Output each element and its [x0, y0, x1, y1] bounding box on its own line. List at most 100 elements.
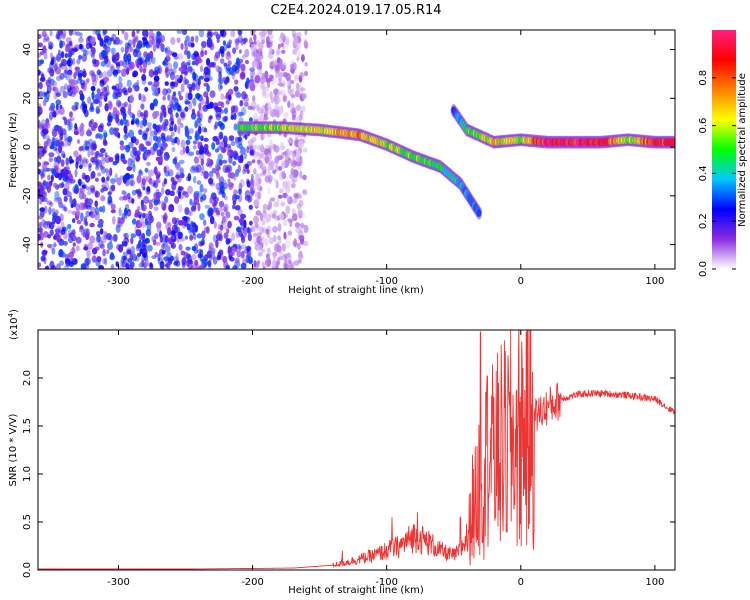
noise-speck	[141, 74, 147, 81]
noise-speck	[209, 215, 215, 225]
noise-speck	[279, 141, 285, 149]
noise-speck	[48, 83, 53, 92]
noise-speck	[46, 93, 50, 99]
noise-speck	[80, 122, 84, 132]
noise-speck	[247, 256, 253, 264]
noise-speck	[123, 241, 128, 247]
noise-speck	[59, 85, 66, 93]
noise-speck	[198, 265, 203, 269]
noise-speck	[99, 40, 104, 47]
noise-speck	[259, 213, 264, 221]
noise-speck	[187, 65, 193, 72]
noise-speck	[173, 123, 177, 133]
noise-speck	[238, 111, 245, 117]
noise-speck	[206, 84, 210, 93]
noise-speck	[100, 195, 106, 202]
noise-speck	[252, 136, 257, 143]
noise-speck	[140, 103, 145, 111]
noise-speck	[290, 182, 296, 189]
noise-speck	[86, 249, 91, 259]
noise-speck	[238, 182, 243, 192]
noise-speck	[93, 74, 98, 82]
noise-speck	[106, 121, 112, 127]
noise-speck	[220, 58, 225, 64]
noise-speck	[230, 115, 235, 120]
noise-speck	[287, 139, 294, 144]
noise-speck	[296, 56, 300, 62]
noise-speck	[90, 118, 95, 124]
noise-speck	[268, 200, 273, 210]
noise-speck	[161, 250, 166, 255]
noise-speck	[153, 199, 158, 206]
noise-speck	[180, 250, 186, 256]
noise-speck	[245, 245, 252, 251]
noise-speck	[214, 105, 219, 113]
noise-speck	[159, 115, 163, 123]
noise-speck	[70, 203, 74, 208]
noise-speck	[190, 220, 194, 227]
noise-speck	[44, 197, 48, 203]
noise-speck	[90, 102, 94, 111]
noise-speck	[214, 121, 218, 129]
noise-speck	[123, 232, 127, 239]
noise-speck	[49, 30, 53, 37]
noise-speck	[182, 190, 186, 196]
noise-speck	[249, 220, 253, 226]
noise-speck	[171, 137, 176, 146]
noise-speck	[219, 185, 225, 194]
noise-speck	[47, 67, 53, 74]
noise-speck	[259, 61, 263, 71]
noise-speck	[267, 30, 273, 35]
noise-speck	[86, 96, 92, 104]
noise-speck	[166, 62, 173, 72]
noise-speck	[107, 115, 113, 123]
noise-speck	[103, 95, 107, 101]
noise-speck	[235, 257, 240, 264]
noise-speck	[100, 236, 107, 244]
noise-speck	[40, 197, 45, 203]
spectrogram-x-ticks: -300 -200 -100 0 100	[107, 30, 664, 287]
noise-speck	[260, 145, 264, 152]
noise-speck	[72, 57, 76, 66]
noise-speck	[38, 106, 43, 116]
noise-speck	[51, 247, 56, 255]
noise-speck	[220, 147, 227, 154]
noise-speck	[253, 168, 257, 175]
snr-background	[38, 330, 675, 570]
noise-speck	[185, 139, 191, 145]
noise-speck	[202, 188, 208, 194]
noise-speck	[64, 173, 69, 181]
noise-speck	[206, 157, 211, 164]
noise-speck	[204, 50, 208, 56]
noise-speck	[303, 40, 309, 49]
y-tick-label: -20	[22, 188, 33, 204]
noise-speck	[84, 174, 91, 183]
noise-speck	[167, 226, 172, 236]
noise-speck	[286, 150, 292, 157]
noise-speck	[249, 80, 255, 88]
noise-speck	[142, 68, 147, 74]
noise-speck	[54, 190, 60, 200]
noise-speck	[107, 191, 112, 196]
noise-speck	[145, 43, 150, 49]
noise-speck	[127, 157, 133, 167]
noise-speck	[248, 139, 254, 147]
noise-speck	[184, 193, 189, 198]
noise-speck	[255, 40, 260, 47]
noise-speck	[38, 168, 41, 175]
noise-speck	[251, 159, 256, 164]
snr-y-label: SNR (10 * V/V)	[8, 413, 19, 486]
noise-speck	[100, 164, 104, 170]
noise-speck	[65, 37, 72, 44]
noise-speck	[216, 254, 221, 261]
noise-speck	[250, 43, 257, 52]
noise-speck	[92, 99, 99, 105]
noise-speck	[219, 109, 225, 114]
noise-speck	[245, 60, 249, 64]
noise-speck	[303, 240, 309, 247]
noise-speck	[136, 79, 140, 86]
noise-speck	[96, 108, 101, 114]
noise-speck	[149, 50, 154, 59]
noise-speck	[38, 119, 41, 129]
noise-speck	[156, 149, 162, 157]
